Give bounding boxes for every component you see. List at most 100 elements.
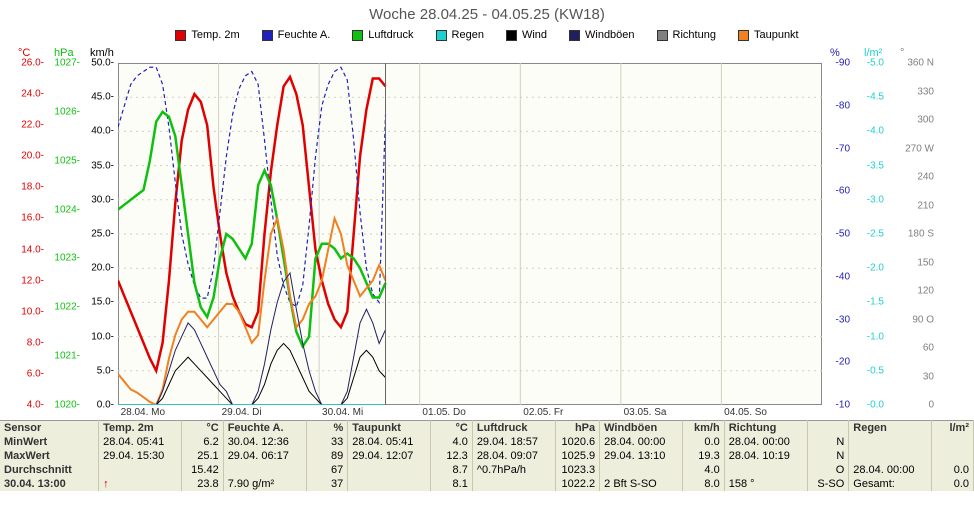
legend-label: Feuchte A. [278,29,331,41]
axis-tick: -30 [836,314,850,325]
axis-tick: -10 [836,400,850,411]
col-head: Richtung [724,421,807,436]
axis-tick: 45.0- [91,92,114,103]
legend-swatch [738,30,749,41]
cell-value: 1025.9 [555,449,599,463]
axis-tick: 1027- [54,58,80,69]
axis-tick: 1023- [54,253,80,264]
axis-tick: 1026- [54,106,80,117]
cell-value: 12.3 [431,449,473,463]
axis-tick: 12.0- [21,275,44,286]
series-line [118,77,386,371]
cell-left: 29.04. 15:30 [99,449,182,463]
axis-tick: 240 [917,172,934,183]
cell-left: ↑ [99,477,182,491]
row-label: MaxWert [0,449,99,463]
cell-value: 1020.6 [555,435,599,449]
cell-value: 8.1 [431,477,473,491]
cell-value: 0.0 [932,477,974,491]
cell-value [932,435,974,449]
axis-tick: 10.0- [21,306,44,317]
col-head: Regen [849,421,932,436]
cell-left: 28.04. 00:00 [724,435,807,449]
legend-label: Regen [452,29,484,41]
cell-left [99,463,182,477]
table-row: MaxWert29.04. 15:3025.129.04. 06:178929.… [0,449,974,463]
cell-value: 33 [306,435,348,449]
axis-tick: -50 [836,229,850,240]
axis-tick: 6.0- [27,368,44,379]
axis-tick: -3.0 [867,194,884,205]
cell-value: 15.42 [182,463,224,477]
axis-tick: 20.0- [21,151,44,162]
axis-tick: -3.5 [867,160,884,171]
axis-tick: 10.0- [91,331,114,342]
axis-tick: 0.0- [97,400,114,411]
axis-tick: 4.0- [27,400,44,411]
cell-left [348,463,431,477]
cell-value: 67 [306,463,348,477]
series-line [118,67,386,306]
axis-tick: 18.0- [21,182,44,193]
axis-tick: 1025- [54,155,80,166]
legend-label: Luftdruck [368,29,413,41]
table-row: SensorTemp. 2m°CFeuchte A.%Taupunkt°CLuf… [0,421,974,436]
col-unit: km/h [683,421,725,436]
cell-value: 89 [306,449,348,463]
cell-left: 7.90 g/m² [223,477,306,491]
legend-swatch [657,30,668,41]
col-head: Feuchte A. [223,421,306,436]
x-tick: 02.05. Fr [523,407,563,418]
cell-left: 28.04. 10:19 [724,449,807,463]
col-unit: l/m² [932,421,974,436]
legend-label: Temp. 2m [191,29,239,41]
cell-value: 0.0 [683,435,725,449]
col-head: Windböen [600,421,683,436]
row-label: Durchschnitt [0,463,99,477]
axis-tick: -2.5 [867,229,884,240]
cell-value: S-SO [807,477,849,491]
cell-left: 28.04. 00:00 [600,435,683,449]
axis-tick: -90 [836,58,850,69]
cell-value: 1023.3 [555,463,599,477]
x-tick: 04.05. So [724,407,767,418]
row-label: 30.04. 13:00 [0,477,99,491]
cell-left: 28.04. 09:07 [472,449,555,463]
cell-value: 37 [306,477,348,491]
legend-item: Taupunkt [738,29,799,41]
legend-label: Taupunkt [754,29,799,41]
axis-tick: -60 [836,186,850,197]
legend-label: Wind [522,29,547,41]
axis-tick: 360 N [907,58,934,69]
axis-tick: 300 [917,115,934,126]
axis-tick: -1.5 [867,297,884,308]
cell-left: 29.04. 18:57 [472,435,555,449]
cell-left: 28.04. 00:00 [849,463,932,477]
cell-value: 8.7 [431,463,473,477]
series-line [118,273,386,405]
axis-tick: 1020- [54,400,80,411]
row-label: MinWert [0,435,99,449]
cell-value [932,449,974,463]
legend-item: Temp. 2m [175,29,239,41]
axis-tick: 150 [917,257,934,268]
cell-value: N [807,449,849,463]
axis-tick: -0.5 [867,365,884,376]
cell-left [348,477,431,491]
axis-tick: 40.0- [91,126,114,137]
legend-swatch [436,30,447,41]
cell-value: 6.2 [182,435,224,449]
row-label: Sensor [0,421,99,436]
axis-tick: 1022- [54,302,80,313]
x-tick: 30.04. Mi [322,407,363,418]
axis-tick: -1.0 [867,331,884,342]
axis-tick: 15.0- [91,297,114,308]
col-unit: hPa [555,421,599,436]
table-row: MinWert28.04. 05:416.230.04. 12:363328.0… [0,435,974,449]
axis-tick: -2.0 [867,263,884,274]
axis-tick: 210 [917,200,934,211]
axis-tick: 50.0- [91,58,114,69]
cell-value: O [807,463,849,477]
legend-swatch [262,30,273,41]
cell-value: 4.0 [431,435,473,449]
